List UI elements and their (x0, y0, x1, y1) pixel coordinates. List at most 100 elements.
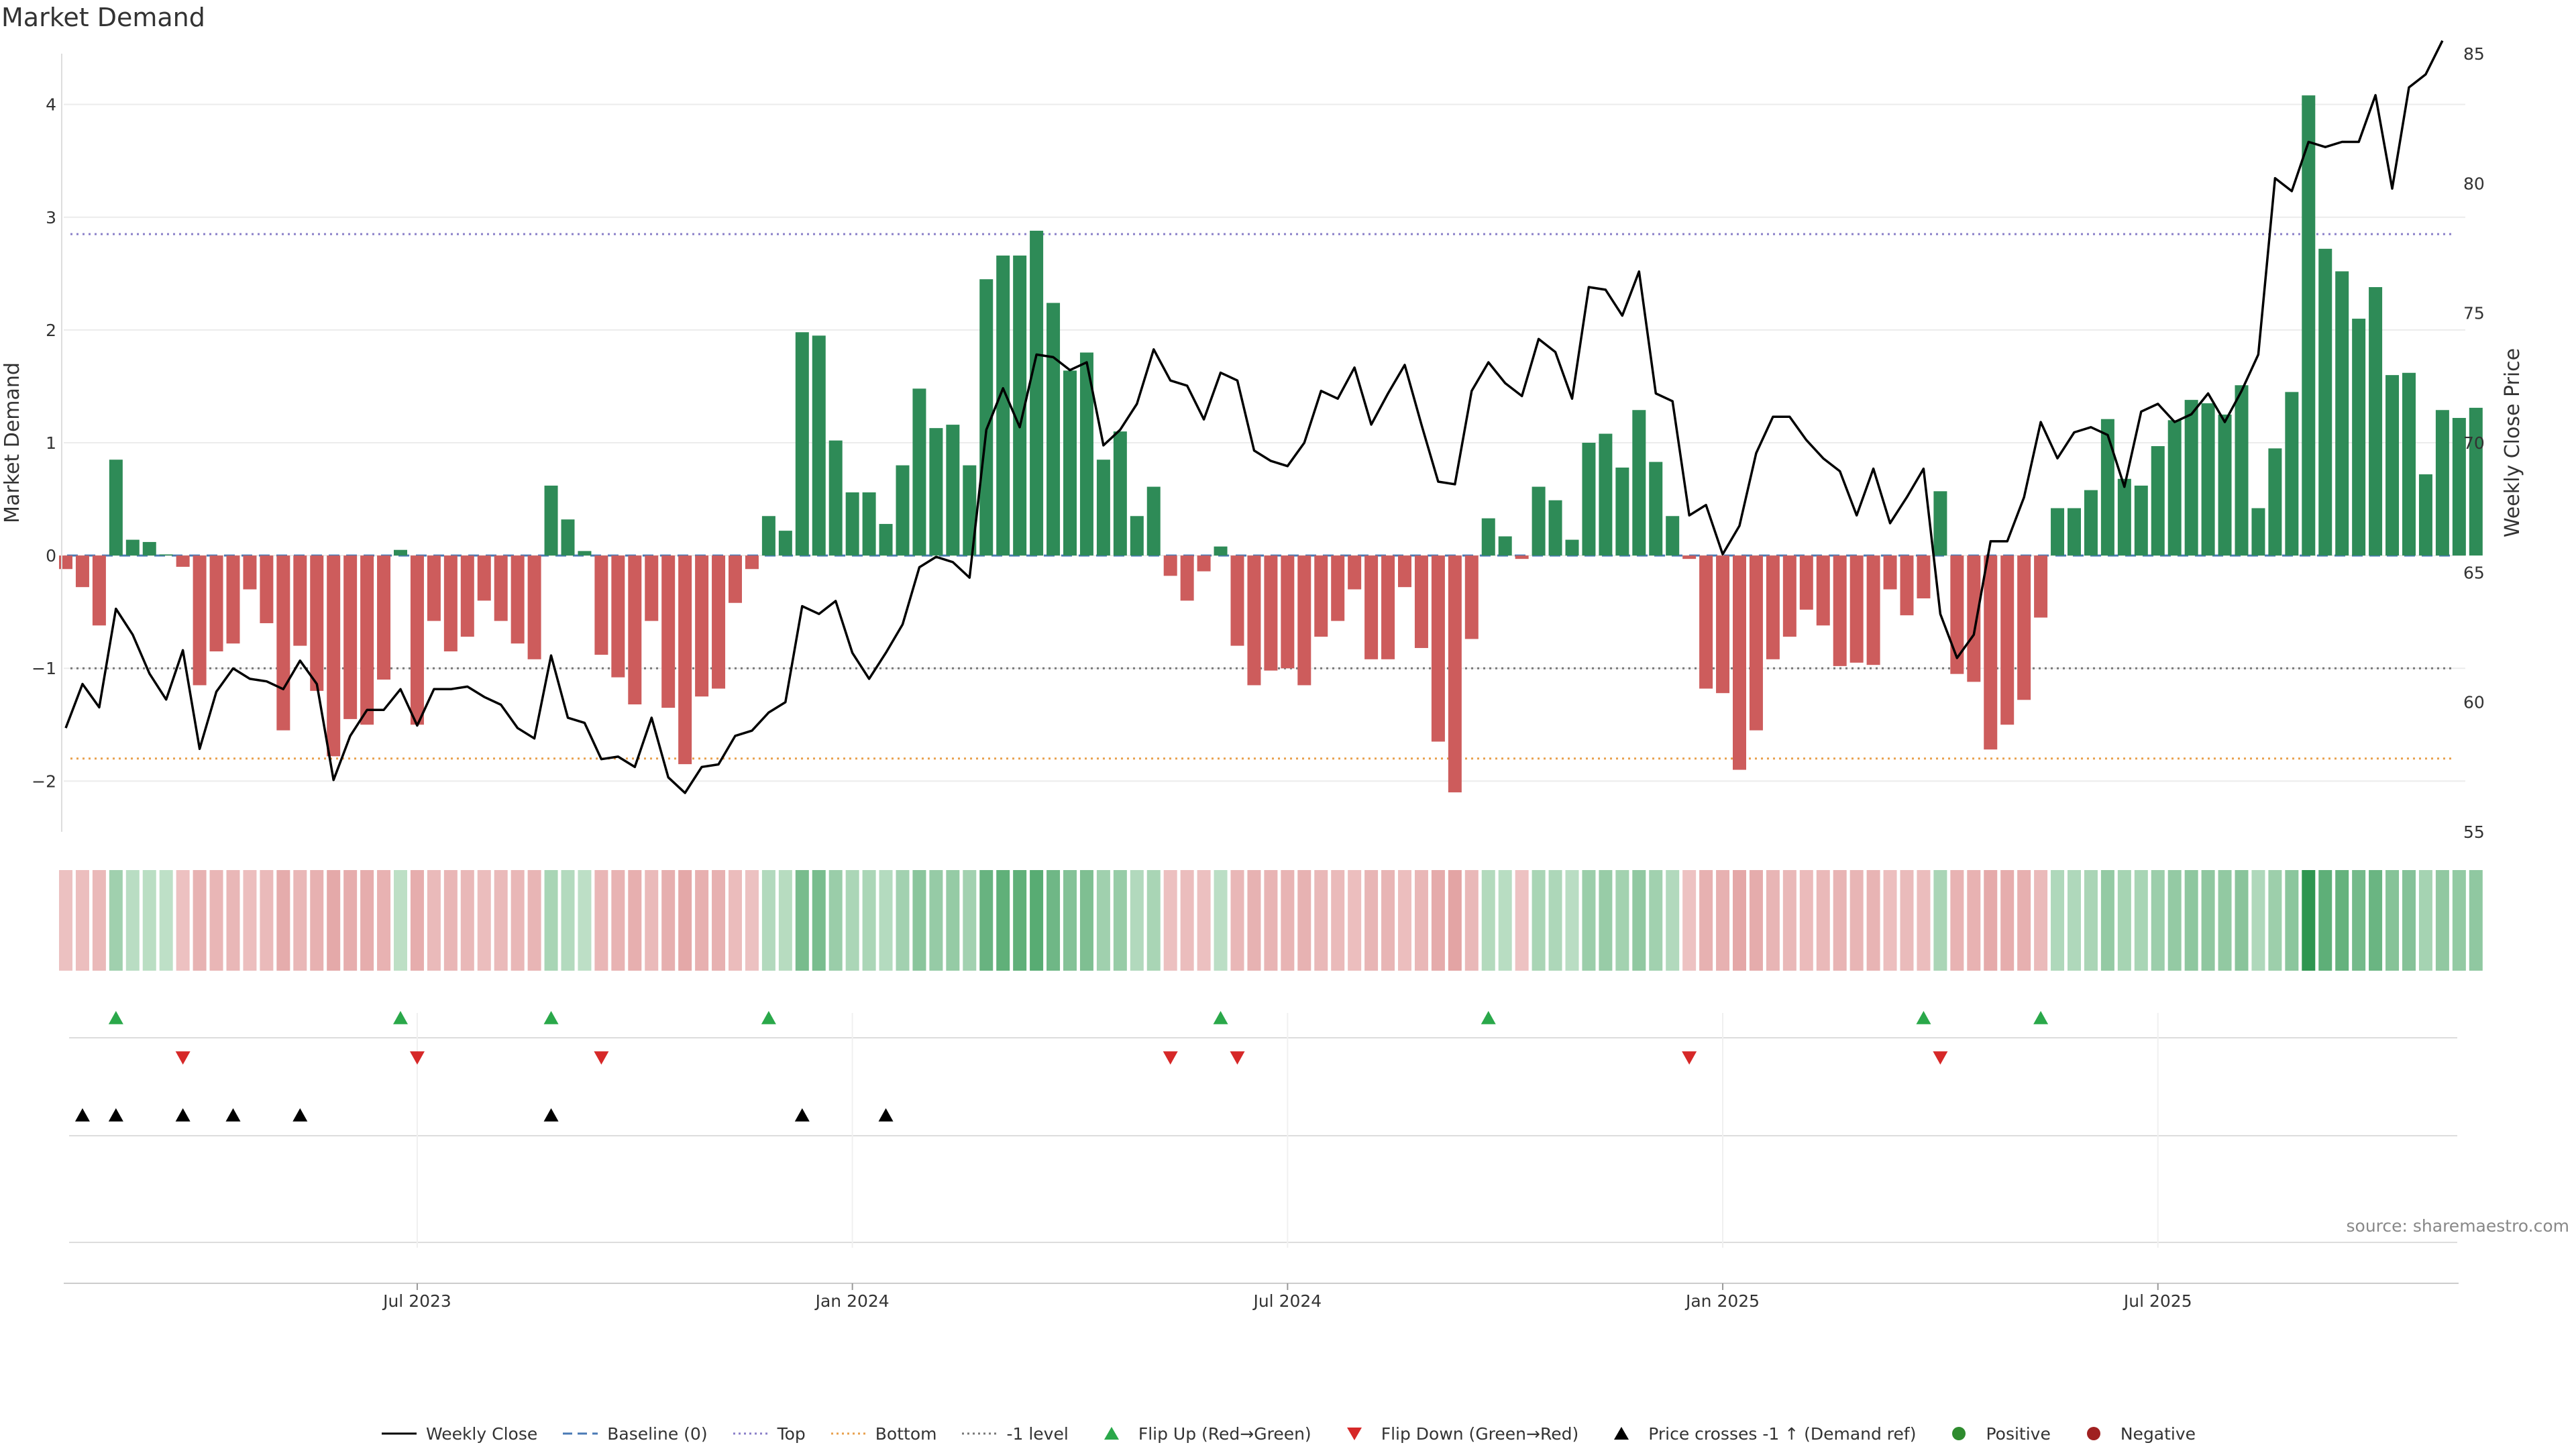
heat-cell (1548, 870, 1562, 971)
demand-bar (2418, 474, 2432, 556)
demand-bar (1967, 555, 1981, 682)
demand-bar (1381, 555, 1395, 659)
heat-cell (293, 870, 307, 971)
heat-cell (243, 870, 257, 971)
heat-cell (1699, 870, 1713, 971)
flip-up-marker (2033, 1011, 2049, 1024)
signal-rows (69, 1011, 2457, 1248)
right-tick-label: 55 (2463, 822, 2485, 842)
demand-bar (544, 485, 558, 556)
heat-cell (1833, 870, 1847, 971)
legend-label: Weekly Close (425, 1424, 538, 1444)
demand-bar (2151, 446, 2165, 556)
legend-label: -1 level (1006, 1424, 1069, 1444)
left-tick-label: 1 (46, 433, 56, 453)
legend-swatch (2086, 1427, 2100, 1440)
heat-cell (795, 870, 809, 971)
legend-label: Price crosses -1 ↑ (Demand ref) (1648, 1424, 1917, 1444)
heat-cell (1214, 870, 1228, 971)
demand-bar (1582, 443, 1596, 556)
legend-swatch (830, 1432, 866, 1435)
demand-bar (1984, 555, 1998, 750)
flip-down-marker (1230, 1051, 1245, 1065)
heat-cell (176, 870, 190, 971)
legend-label: Flip Up (Red→Green) (1138, 1424, 1311, 1444)
demand-bar (394, 549, 407, 556)
demand-bar (109, 460, 123, 556)
demand-bar (209, 555, 223, 652)
heat-cell (2251, 870, 2265, 971)
heat-cell (2352, 870, 2366, 971)
heat-cell (2051, 870, 2065, 971)
source-credit: source: sharemaestro.com (2346, 1216, 2570, 1236)
demand-bar (1130, 516, 1144, 556)
heat-cell (1013, 870, 1027, 971)
demand-bar (1398, 555, 1411, 588)
heat-cell (2017, 870, 2031, 971)
heat-cell (109, 870, 123, 971)
demand-bar (2117, 478, 2131, 556)
demand-bar (1063, 370, 1077, 556)
demand-bar (2218, 414, 2232, 556)
demand-bar (1532, 486, 1546, 556)
heat-cell (427, 870, 441, 971)
demand-bar (2268, 448, 2282, 556)
demand-bar (1096, 460, 1110, 556)
heat-cell (327, 870, 341, 971)
demand-bar (1281, 555, 1295, 669)
demand-bar (578, 551, 592, 556)
heat-cell (2469, 870, 2483, 971)
demand-bar (2335, 271, 2349, 556)
heat-cell (1866, 870, 1880, 971)
demand-bar (1180, 555, 1194, 601)
heat-cell (678, 870, 692, 971)
heat-cell (1632, 870, 1646, 971)
demand-bar (1046, 303, 1061, 556)
demand-bar (1883, 555, 1897, 590)
demand-bar (896, 465, 910, 556)
demand-bar (1766, 555, 1780, 659)
heat-cell (494, 870, 508, 971)
demand-bar (712, 555, 726, 689)
heat-cell (1281, 870, 1295, 971)
heat-cell (544, 870, 558, 971)
demand-bar (628, 555, 642, 705)
demand-bar (778, 531, 792, 556)
heat-cell (1532, 870, 1546, 971)
price-line (64, 40, 2444, 794)
heat-cell (1900, 870, 1914, 971)
heat-cell (477, 870, 491, 971)
x-tick-label: Jul 2025 (2123, 1291, 2192, 1311)
demand-bar (1733, 555, 1746, 770)
demand-bar (946, 425, 960, 556)
weekly-close-line (64, 40, 2444, 794)
demand-bar (1414, 555, 1428, 648)
demand-bar (611, 555, 625, 678)
heat-cell (2151, 870, 2165, 971)
demand-bar (360, 555, 374, 725)
demand-bar (2201, 403, 2215, 556)
heat-cell (1565, 870, 1579, 971)
demand-bar (142, 541, 156, 556)
x-tick-label: Jan 2024 (814, 1291, 890, 1311)
chart-legend: Weekly Close Baseline (0) Top Bottom -1 leve… (0, 1424, 2576, 1444)
heat-cell (1063, 870, 1077, 971)
legend-item: -1 level (961, 1424, 1069, 1444)
heat-cell (1950, 870, 1964, 971)
heat-cell (1297, 870, 1311, 971)
heat-cell (1933, 870, 1947, 971)
heat-cell (2268, 870, 2282, 971)
legend-swatch (1346, 1428, 1362, 1440)
heat-cell (1381, 870, 1395, 971)
demand-bar (1816, 555, 1830, 626)
legend-label: Baseline (0) (607, 1424, 708, 1444)
demand-bar (377, 555, 391, 680)
heat-cell (1079, 870, 1093, 971)
legend-swatch (1104, 1427, 1119, 1440)
heat-cell (1264, 870, 1278, 971)
heat-cell (1799, 870, 1813, 971)
heat-cell (1582, 870, 1596, 971)
heat-cell (1146, 870, 1161, 971)
x-tick-label: Jul 2024 (1252, 1291, 1322, 1311)
demand-bar (2285, 392, 2299, 556)
